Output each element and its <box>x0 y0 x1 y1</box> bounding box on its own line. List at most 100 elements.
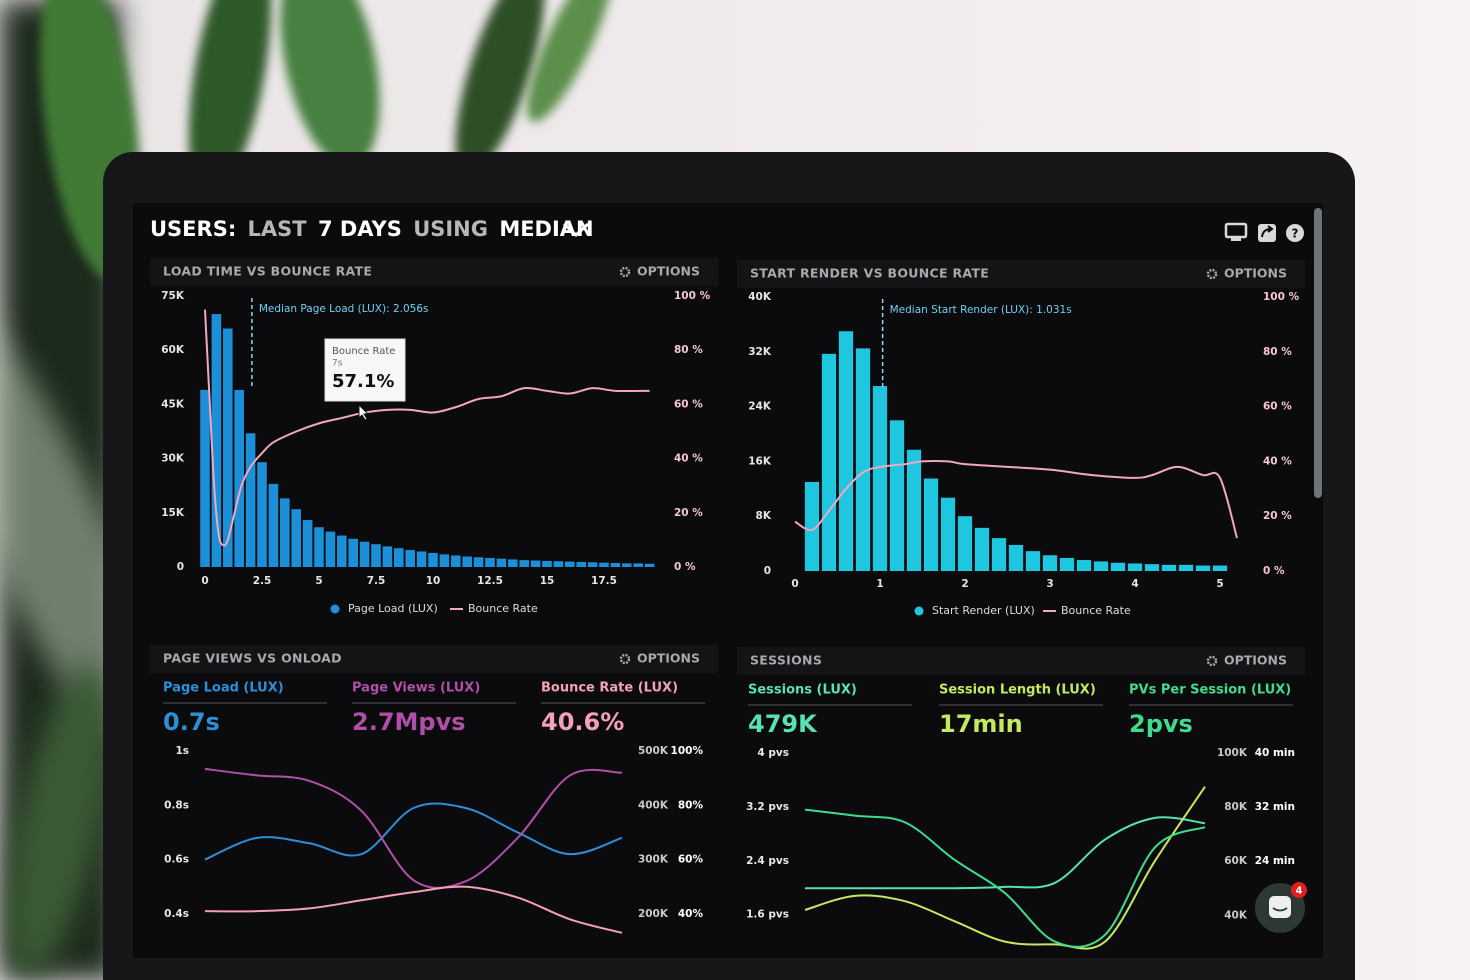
y3-tick-label: 80% <box>678 799 704 811</box>
options-button[interactable]: OPTIONS <box>1206 653 1287 668</box>
bar <box>940 497 956 571</box>
options-button[interactable]: OPTIONS <box>619 264 700 279</box>
line <box>204 309 650 547</box>
y3-tick-label: 40% <box>678 908 704 920</box>
chart-panel: START RENDER VS BOUNCE RATE OPTIONS 0 8K 16K… <box>737 260 1305 617</box>
title-part: LAST <box>248 217 308 241</box>
options-button[interactable]: OPTIONS <box>1206 266 1287 281</box>
bar <box>234 389 244 567</box>
bar <box>325 531 336 567</box>
y-tick-label: 16K <box>748 455 772 467</box>
bar <box>359 541 370 567</box>
bar <box>1093 561 1109 571</box>
kpi-label: Sessions (LUX) <box>748 683 857 698</box>
bar <box>542 560 552 567</box>
line <box>804 808 1206 948</box>
kpi-label: PVs Per Session (LUX) <box>1129 683 1291 698</box>
kpi-value: 2.7Mpvs <box>352 708 466 736</box>
bar <box>633 563 643 567</box>
kpi-value: 2pvs <box>1129 710 1193 738</box>
options-label: OPTIONS <box>1224 266 1287 281</box>
bar <box>872 386 888 571</box>
bar <box>906 449 922 571</box>
y2-tick-label: 80 % <box>674 344 703 356</box>
chat-badge: 4 <box>1296 886 1303 897</box>
y2-tick-label: 40 % <box>1263 455 1292 467</box>
y3-tick-label: 40 min <box>1255 747 1295 759</box>
dropdown-chevron[interactable] <box>562 222 590 238</box>
bar <box>439 554 450 567</box>
legend-swatch <box>914 606 924 616</box>
share-icon[interactable] <box>1258 224 1276 242</box>
tooltip-box <box>324 338 406 402</box>
bar <box>553 561 564 567</box>
monitor-icon[interactable] <box>1224 222 1248 241</box>
x-tick-label: 17.5 <box>591 575 617 587</box>
bar <box>576 561 586 567</box>
bar <box>473 557 484 567</box>
line <box>204 767 623 889</box>
bar <box>428 552 438 567</box>
x-tick-label: 0 <box>201 575 208 587</box>
bar <box>991 538 1007 571</box>
y2-tick-label: 60K <box>1224 855 1248 867</box>
options-button[interactable]: OPTIONS <box>619 651 700 666</box>
x-tick-label: 3 <box>1046 578 1053 590</box>
y-tick-label: 0 <box>764 565 771 577</box>
y-tick-label: 4 pvs <box>757 747 789 759</box>
tooltip-value: 57.1% <box>332 371 394 392</box>
y2-tick-label: 0 % <box>1263 565 1285 577</box>
panel-header <box>737 647 1305 675</box>
help-icon[interactable]: ? <box>1286 224 1304 242</box>
bar <box>416 551 427 567</box>
line <box>805 816 1206 890</box>
x-tick-label: 12.5 <box>477 575 503 587</box>
bar <box>348 538 358 567</box>
y-tick-label: 1.6 pvs <box>746 909 789 921</box>
y3-tick-label: 100% <box>671 745 704 757</box>
bar <box>530 560 541 567</box>
y2-tick-label: 40K <box>1224 909 1248 921</box>
bar <box>1178 564 1194 571</box>
y2-tick-label: 20 % <box>1263 510 1292 522</box>
bar <box>1195 565 1211 571</box>
dashboard-title[interactable]: USERS: LAST 7 DAYS USING MEDIAN <box>150 217 594 241</box>
bar <box>291 509 301 567</box>
toolbar-icons: ? <box>1224 222 1304 242</box>
x-tick-label: 0 <box>791 578 798 590</box>
chat-button[interactable]: 4 <box>1255 882 1307 933</box>
median-label: Median Page Load (LUX): 2.056s <box>259 303 429 315</box>
bar <box>1110 562 1126 571</box>
legend-label: Start Render (LUX) <box>932 604 1035 617</box>
bar <box>382 546 393 567</box>
legend-swatch <box>330 604 340 614</box>
x-tick-label: 4 <box>1131 578 1138 590</box>
charts: LOAD TIME VS BOUNCE RATE OPTIONS015K30K45… <box>150 258 1305 950</box>
y2-tick-label: 80K <box>1224 801 1248 813</box>
y-tick-label: 0.4s <box>164 908 189 920</box>
x-tick-label: 15 <box>540 575 555 587</box>
median-label: Median Start Render (LUX): 1.031s <box>890 304 1072 316</box>
bar <box>1076 560 1092 571</box>
screen <box>133 203 1323 958</box>
bar <box>1127 563 1143 571</box>
kpi-value: 479K <box>748 710 818 738</box>
title-part: MEDIAN <box>499 217 593 241</box>
scrollbar[interactable] <box>1314 208 1322 498</box>
kpi-label: Page Views (LUX) <box>352 681 480 696</box>
bar <box>855 348 871 571</box>
y-tick-label: 0.8s <box>164 799 189 811</box>
bar <box>821 353 837 571</box>
bar <box>565 561 575 567</box>
y-tick-label: 32K <box>748 346 772 358</box>
y-tick-label: 24K <box>748 401 772 413</box>
y-tick-label: 75K <box>161 290 185 302</box>
bar <box>314 527 324 567</box>
bar <box>302 520 313 567</box>
y-tick-label: 40K <box>748 291 772 303</box>
y3-tick-label: 32 min <box>1255 801 1295 813</box>
y3-tick-label: 60% <box>678 854 704 866</box>
title-part: USING <box>413 217 488 241</box>
